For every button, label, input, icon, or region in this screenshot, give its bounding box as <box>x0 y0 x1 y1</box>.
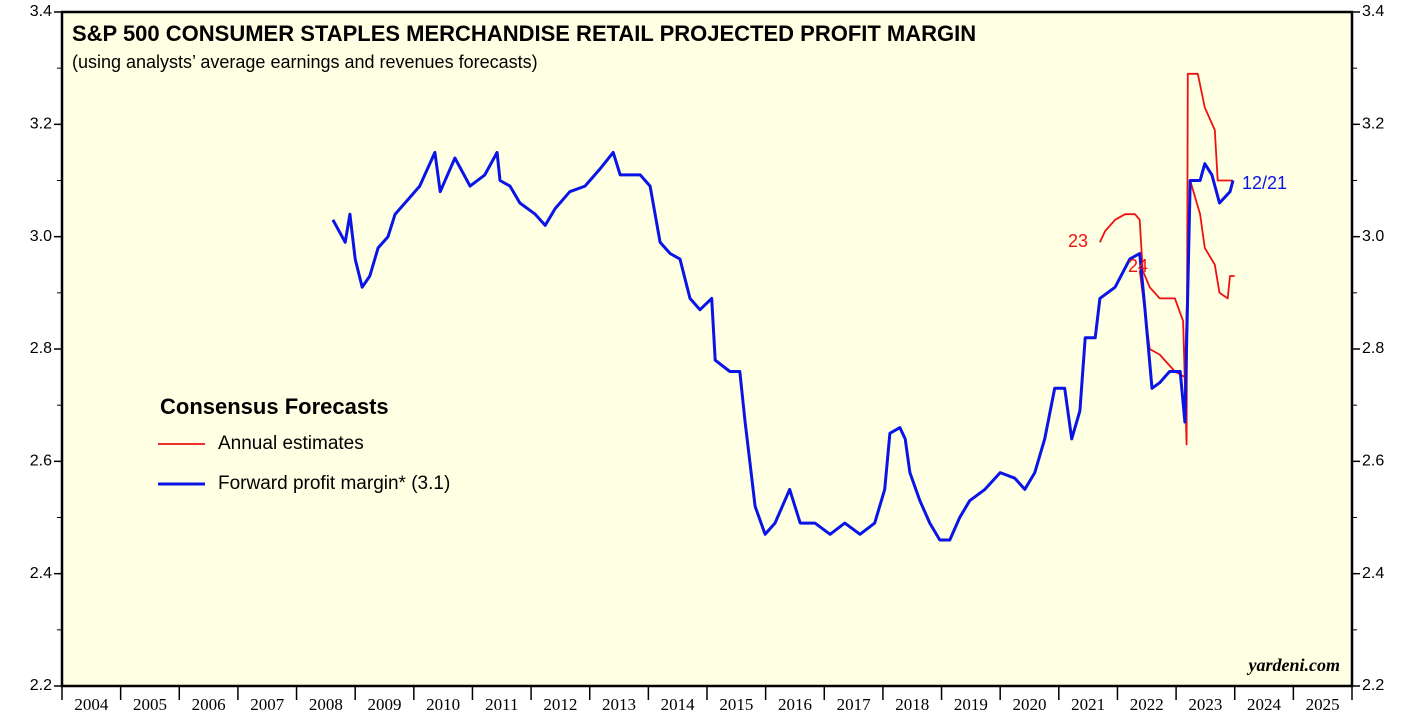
x-tick-label: 2018 <box>895 695 929 714</box>
y-tick-label: 2.4 <box>30 565 52 582</box>
y2-tick-label: 2.6 <box>1362 453 1384 470</box>
annotation: 23 <box>1068 231 1088 251</box>
y2-tick-label: 2.4 <box>1362 565 1384 582</box>
chart-subtitle: (using analysts’ average earnings and re… <box>72 52 538 72</box>
x-tick-label: 2024 <box>1247 695 1282 714</box>
y-tick-label: 3.4 <box>30 3 52 20</box>
x-tick-label: 2011 <box>485 695 518 714</box>
x-tick-label: 2016 <box>778 695 812 714</box>
source: yardeni.com <box>1247 655 1341 675</box>
y-tick-label: 2.2 <box>30 677 52 694</box>
annotation: 12/21 <box>1242 173 1287 193</box>
y-tick-label: 2.6 <box>30 453 52 470</box>
x-tick-label: 2009 <box>368 695 402 714</box>
x-tick-label: 2010 <box>426 695 460 714</box>
x-tick-label: 2006 <box>192 695 226 714</box>
x-tick-label: 2023 <box>1188 695 1222 714</box>
x-tick-label: 2013 <box>602 695 636 714</box>
x-tick-label: 2017 <box>837 695 872 714</box>
y-tick-label: 3.2 <box>30 116 52 133</box>
y2-tick-label: 3.2 <box>1362 116 1384 133</box>
x-tick-label: 2025 <box>1306 695 1340 714</box>
series-line <box>1099 72 1235 446</box>
y2-tick-label: 2.8 <box>1362 340 1384 357</box>
x-tick-label: 2004 <box>74 695 109 714</box>
y-tick-label: 3.0 <box>30 228 52 245</box>
x-tick-label: 2020 <box>1013 695 1047 714</box>
x-tick-label: 2022 <box>1130 695 1164 714</box>
annotation: 24 <box>1128 256 1148 276</box>
x-tick-label: 2015 <box>719 695 753 714</box>
y2-tick-label: 3.0 <box>1362 228 1384 245</box>
x-tick-label: 2014 <box>661 695 696 714</box>
x-tick-label: 2005 <box>133 695 167 714</box>
legend-title: Consensus Forecasts <box>160 394 389 419</box>
x-tick-label: 2019 <box>954 695 988 714</box>
y2-tick-label: 3.4 <box>1362 3 1384 20</box>
legend-label: Forward profit margin* (3.1) <box>218 473 450 494</box>
x-tick-label: 2007 <box>250 695 285 714</box>
y-tick-label: 2.8 <box>30 340 52 357</box>
x-tick-label: 2021 <box>1071 695 1105 714</box>
y2-tick-label: 2.2 <box>1362 677 1384 694</box>
plot-area <box>60 10 1354 688</box>
x-tick-label: 2008 <box>309 695 343 714</box>
x-tick-label: 2012 <box>543 695 577 714</box>
legend-label: Annual estimates <box>218 433 364 454</box>
series-line <box>331 150 1235 542</box>
chart-title: S&P 500 CONSUMER STAPLES MERCHANDISE RET… <box>72 21 976 46</box>
